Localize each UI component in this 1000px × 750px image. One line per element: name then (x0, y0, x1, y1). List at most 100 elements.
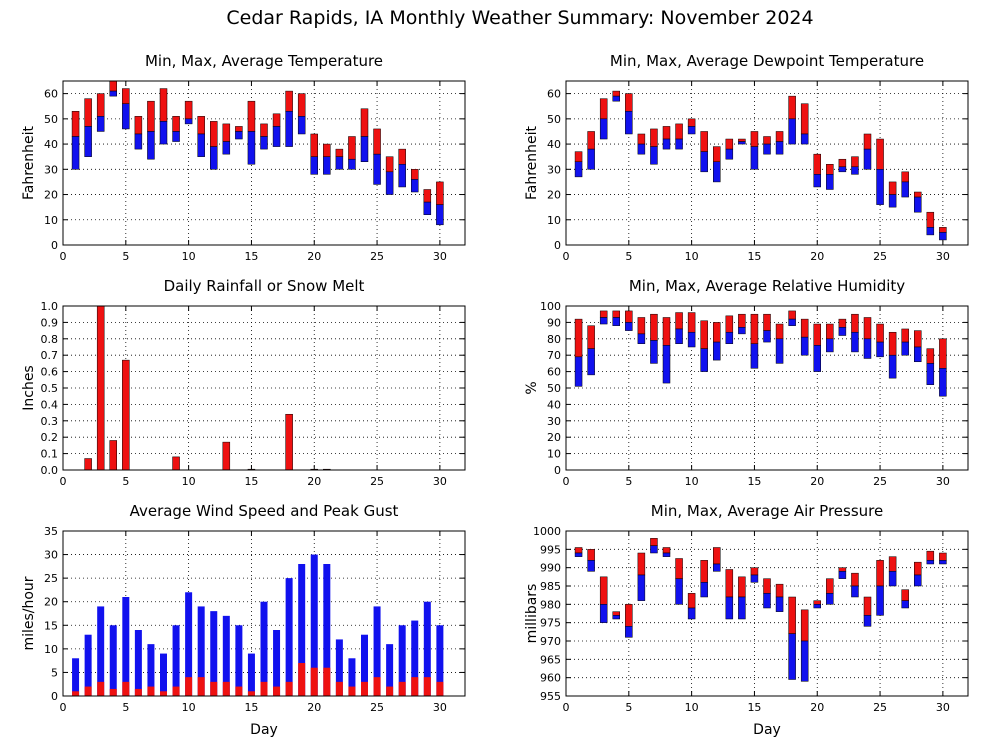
dew-ytick-label: 20 (547, 189, 561, 202)
pres-bar-lower (926, 560, 935, 565)
wind-bar-gust (411, 620, 419, 696)
rh-bar-lower (725, 331, 734, 344)
rh-bar-lower (775, 338, 784, 364)
temp-bar-lower (297, 116, 306, 135)
pres-chart: Min, Max, Average Air Pressure 955 960 965 9… (524, 502, 969, 738)
wind-xtick-label: 5 (122, 701, 129, 714)
pres-ylabel: millibars (524, 584, 540, 644)
temp-bar-lower (285, 111, 293, 147)
pres-bar-upper (914, 561, 922, 576)
temp-bar-upper (134, 116, 143, 135)
temp-bar-lower (385, 171, 394, 195)
rh-bar-lower (662, 345, 671, 384)
temp-xtick-label: 20 (307, 250, 321, 263)
temp-bar-upper (436, 181, 444, 205)
temp-bar-lower (247, 131, 256, 165)
pres-ytick-label: 990 (540, 562, 561, 575)
rh-bar-lower (800, 336, 809, 356)
rh-bar-upper (625, 310, 633, 323)
rh-bar-upper (750, 313, 759, 344)
rh-bar-lower (788, 318, 796, 326)
temp-bar-upper (323, 143, 331, 157)
precip-ylabel: Inches (21, 365, 37, 410)
wind-bar-avg (210, 681, 218, 696)
wind-bar-avg (398, 681, 406, 696)
temp-bar-upper (297, 93, 306, 117)
pres-bar-lower (838, 571, 847, 579)
rh-bar-lower (813, 345, 821, 372)
dew-bar-upper (625, 93, 633, 112)
rh-ytick-label: 70 (547, 349, 561, 362)
temp-bar-upper (96, 93, 105, 117)
precip-xtick-label: 0 (60, 475, 67, 488)
temp-bar-upper (172, 116, 180, 132)
rh-bar-upper (800, 318, 809, 338)
dew-xtick-label: 15 (747, 250, 761, 263)
pres-bar-lower (574, 552, 583, 557)
dew-bar-lower (625, 111, 633, 135)
pres-bar-upper (863, 596, 872, 616)
dew-xtick-label: 20 (810, 250, 824, 263)
temp-bar-upper (398, 148, 406, 165)
pres-bar-lower (599, 604, 608, 623)
pres-bar-lower (775, 596, 784, 612)
temp-bar-upper (385, 156, 394, 173)
temp-bar-upper (360, 108, 369, 137)
rh-title: Min, Max, Average Relative Humidity (629, 277, 905, 295)
wind-bar-gust (134, 630, 142, 696)
temp-bar-upper (222, 123, 231, 142)
dew-bar-upper (662, 126, 671, 140)
pres-bar-lower (587, 560, 595, 572)
wind-bar-gust (423, 601, 431, 696)
dew-bar-lower (914, 196, 922, 213)
pres-bar-lower (637, 574, 646, 601)
rh-bar-upper (763, 313, 771, 331)
pres-bar-upper (725, 569, 734, 598)
rh-bar-lower (863, 338, 872, 359)
pres-bar-upper (901, 589, 909, 601)
pres-bar-upper (826, 578, 834, 594)
pres-bar-upper (625, 604, 633, 627)
wind-bar-gust (247, 653, 255, 696)
pres-bar-upper (612, 611, 620, 616)
dew-bar-upper (750, 131, 759, 147)
temp-ytick-label: 20 (44, 189, 58, 202)
pres-ytick-label: 975 (540, 617, 561, 630)
wind-bar-avg (298, 663, 306, 696)
pres-bar-lower (650, 545, 658, 554)
dew-bar-upper (650, 128, 658, 147)
temp-bar-lower (134, 133, 143, 150)
rh-bar-upper (587, 325, 595, 349)
wind-bar-gust (147, 644, 155, 696)
temp-ytick-label: 30 (44, 163, 58, 176)
wind-bar-avg (172, 686, 180, 696)
pres-bar-upper (675, 558, 683, 579)
wind-xtick-label: 20 (307, 701, 321, 714)
dew-xtick-label: 10 (685, 250, 699, 263)
rh-bar-upper (851, 313, 859, 333)
temp-bar-upper (147, 100, 155, 132)
dew-bar-lower (750, 146, 759, 170)
temp-bar-upper (71, 111, 80, 137)
precip-frame (62, 305, 466, 471)
rh-bar-lower (675, 328, 683, 344)
pres-bar-upper (637, 552, 646, 576)
dew-bar-lower (826, 174, 834, 190)
wind-bar-gust (235, 625, 243, 696)
rh-bar-upper (914, 330, 922, 348)
pres-bar-lower (939, 560, 947, 565)
precip-bar (84, 458, 92, 471)
temp-bar-lower (172, 131, 180, 142)
temp-bar-upper (247, 100, 256, 132)
rh-bar-lower (851, 331, 859, 353)
dew-frame (565, 80, 969, 246)
temp-bar-lower (159, 121, 168, 145)
dew-bar-lower (775, 141, 784, 155)
figure-title: Cedar Rapids, IA Monthly Weather Summary… (226, 7, 813, 29)
rh-xtick-label: 30 (936, 475, 950, 488)
wind-xtick-label: 25 (370, 701, 384, 714)
wind-bar-gust (285, 578, 293, 696)
rh-ytick-label: 20 (547, 431, 561, 444)
temp-bar-upper (411, 169, 419, 180)
